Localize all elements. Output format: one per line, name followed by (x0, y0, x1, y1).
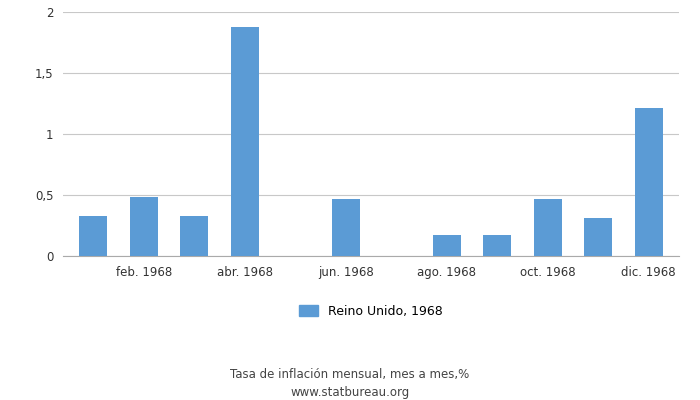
Bar (584, 218, 612, 256)
Bar (635, 108, 663, 256)
Bar (231, 27, 259, 256)
Legend: Reino Unido, 1968: Reino Unido, 1968 (294, 300, 448, 323)
Text: www.statbureau.org: www.statbureau.org (290, 386, 410, 399)
Bar (130, 198, 158, 256)
Bar (433, 235, 461, 256)
Bar (332, 199, 360, 256)
Bar (483, 235, 511, 256)
Text: Tasa de inflación mensual, mes a mes,%: Tasa de inflación mensual, mes a mes,% (230, 368, 470, 381)
Bar (534, 199, 561, 256)
Bar (79, 216, 107, 256)
Bar (181, 216, 208, 256)
